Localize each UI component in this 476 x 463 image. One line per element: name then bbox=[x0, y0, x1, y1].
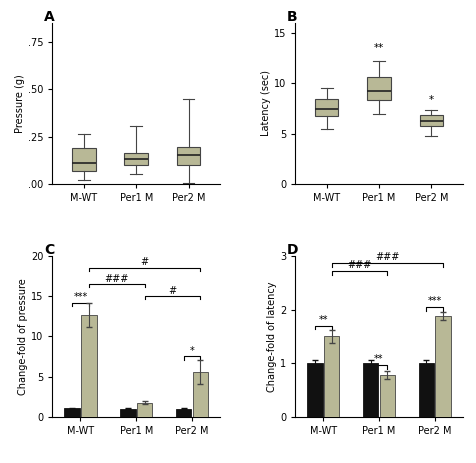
Text: #: # bbox=[140, 257, 149, 268]
PathPatch shape bbox=[72, 148, 95, 170]
Bar bbox=[120, 409, 135, 417]
Bar bbox=[64, 408, 79, 417]
PathPatch shape bbox=[367, 77, 390, 100]
Bar bbox=[379, 375, 394, 417]
Text: *: * bbox=[428, 95, 433, 106]
PathPatch shape bbox=[177, 147, 200, 165]
Y-axis label: Change-fold of pressure: Change-fold of pressure bbox=[18, 278, 28, 395]
Text: ###: ### bbox=[347, 260, 371, 270]
Text: C: C bbox=[44, 243, 54, 257]
Text: **: ** bbox=[374, 354, 383, 364]
Bar bbox=[81, 315, 96, 417]
Bar bbox=[362, 363, 377, 417]
Text: ***: *** bbox=[427, 296, 441, 306]
Y-axis label: Latency (sec): Latency (sec) bbox=[260, 70, 270, 137]
Text: D: D bbox=[286, 243, 298, 257]
Bar bbox=[176, 409, 191, 417]
Text: *: * bbox=[189, 346, 194, 356]
Bar bbox=[192, 372, 208, 417]
Text: ###: ### bbox=[104, 274, 129, 283]
Text: B: B bbox=[286, 10, 297, 24]
Text: #: # bbox=[168, 286, 176, 295]
Text: ***: *** bbox=[73, 292, 87, 302]
Text: **: ** bbox=[373, 43, 383, 53]
Y-axis label: Pressure (g): Pressure (g) bbox=[15, 74, 25, 133]
Bar bbox=[435, 316, 450, 417]
Bar bbox=[418, 363, 433, 417]
PathPatch shape bbox=[419, 114, 442, 125]
Bar bbox=[137, 403, 152, 417]
Text: **: ** bbox=[318, 315, 327, 325]
Y-axis label: Change-fold of latency: Change-fold of latency bbox=[267, 281, 277, 392]
Bar bbox=[323, 337, 338, 417]
Text: ###: ### bbox=[374, 252, 399, 262]
PathPatch shape bbox=[124, 153, 148, 165]
PathPatch shape bbox=[314, 100, 337, 115]
Bar bbox=[307, 363, 322, 417]
Text: A: A bbox=[44, 10, 55, 24]
